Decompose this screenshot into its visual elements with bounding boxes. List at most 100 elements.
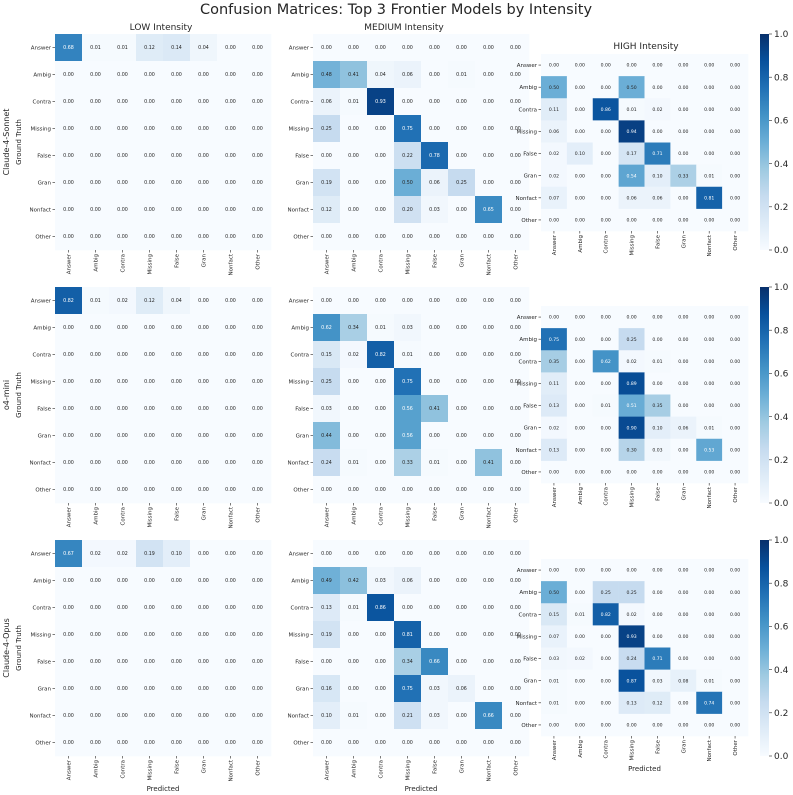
heatmap-cell	[696, 669, 723, 693]
heatmap-cell	[82, 648, 110, 676]
cell-value-label: 0.00	[601, 634, 611, 640]
cell-value-label: 0.00	[171, 180, 182, 186]
heatmap-cell	[82, 422, 110, 450]
cell-value-label: 0.02	[90, 551, 101, 557]
x-tick-label: False	[433, 759, 439, 773]
cell-value-label: 0.15	[549, 612, 559, 618]
cell-value-label: 0.00	[510, 686, 521, 692]
heatmap-cell	[644, 142, 671, 165]
heatmap-cell	[136, 702, 164, 730]
heatmap-cell	[618, 438, 645, 462]
heatmap-cell	[618, 416, 645, 440]
cell-value-label: 0.00	[510, 126, 521, 132]
cell-value-label: 0.00	[348, 298, 359, 304]
cell-value-label: 0.00	[483, 551, 494, 557]
cell-value-label: 0.00	[483, 605, 494, 611]
heatmap-cell	[136, 449, 164, 477]
cell-value-label: 0.00	[510, 578, 521, 584]
heatmap-cell	[592, 76, 619, 99]
cell-value-label: 0.00	[63, 352, 74, 358]
cell-value-label: 0.00	[348, 487, 359, 493]
cell-value-label: 0.00	[171, 234, 182, 240]
heatmap-cell	[475, 341, 503, 369]
heatmap-cell	[502, 61, 530, 89]
cell-value-label: 0.00	[171, 379, 182, 385]
cell-value-label: 0.00	[575, 129, 585, 135]
heatmap-cell	[313, 540, 341, 568]
cell-value-label: 0.00	[483, 406, 494, 412]
heatmap-cell	[670, 164, 697, 188]
cell-value-label: 0.02	[575, 656, 585, 662]
heatmap-cell	[670, 328, 697, 351]
cell-value-label: 0.00	[321, 740, 332, 746]
cell-value-label: 0.00	[678, 590, 688, 596]
cell-value-label: 0.00	[678, 129, 688, 135]
cell-value-label: 0.00	[117, 406, 128, 412]
heatmap-cell	[448, 34, 476, 62]
cell-value-label: 0.00	[90, 433, 101, 439]
cell-value-label: 0.00	[730, 381, 740, 387]
cell-value-label: 0.53	[704, 447, 714, 453]
y-tick-label: Ambig	[33, 73, 51, 79]
x-tick-label: Gran	[202, 506, 208, 520]
heatmap-cell	[670, 460, 697, 484]
cell-value-label: 0.00	[321, 659, 332, 665]
cell-value-label: 0.00	[730, 403, 740, 409]
cell-value-label: 0.00	[704, 403, 714, 409]
cell-value-label: 0.00	[375, 487, 386, 493]
heatmap-cell	[448, 368, 476, 396]
cell-value-label: 0.00	[510, 72, 521, 78]
cell-value-label: 0.00	[678, 700, 688, 706]
heatmap-cell	[644, 76, 671, 99]
cell-value-label: 0.00	[252, 352, 263, 358]
cell-value-label: 0.12	[321, 207, 332, 213]
heatmap-cell	[190, 314, 218, 342]
cell-value-label: 0.00	[225, 659, 236, 665]
heatmap-cell	[448, 115, 476, 143]
x-axis-label: Predicted	[628, 765, 661, 773]
heatmap-cell	[55, 88, 83, 116]
cell-value-label: 0.00	[117, 234, 128, 240]
cell-value-label: 0.00	[730, 612, 740, 618]
heatmap-cell	[367, 567, 395, 595]
cell-value-label: 0.00	[198, 180, 209, 186]
heatmap-cell	[313, 61, 341, 89]
cell-value-label: 0.00	[144, 207, 155, 213]
heatmap-cell	[566, 625, 594, 648]
heatmap-cell	[82, 476, 110, 504]
heatmap-cell	[340, 34, 368, 62]
cell-value-label: 0.00	[601, 381, 611, 387]
heatmap-cell	[618, 328, 645, 351]
heatmap-cell	[244, 476, 272, 504]
heatmap-cell	[109, 594, 137, 622]
cell-value-label: 0.11	[549, 107, 559, 113]
cell-value-label: 0.00	[90, 180, 101, 186]
heatmap-cell	[136, 61, 164, 89]
cell-value-label: 0.65	[483, 207, 494, 213]
x-tick-label: Nonfact	[707, 486, 713, 508]
cell-value-label: 0.19	[321, 180, 332, 186]
cell-value-label: 0.06	[549, 129, 559, 135]
heatmap-cell	[722, 208, 749, 232]
heatmap-cell	[217, 115, 245, 143]
heatmap-cell	[670, 120, 697, 143]
cell-value-label: 0.00	[730, 678, 740, 684]
heatmap-cell	[475, 314, 503, 342]
heatmap-cell	[163, 594, 191, 622]
cell-value-label: 0.00	[375, 207, 386, 213]
cell-value-label: 0.00	[575, 85, 585, 91]
cell-value-label: 0.00	[90, 99, 101, 105]
heatmap-cell	[566, 98, 594, 121]
heatmap-cell	[566, 713, 594, 737]
heatmap-cell	[421, 675, 449, 703]
heatmap-cell	[340, 729, 368, 757]
cell-value-label: 0.10	[321, 713, 332, 719]
cell-value-label: 0.00	[601, 700, 611, 706]
heatmap-cell	[394, 449, 422, 477]
cell-value-label: 0.00	[171, 99, 182, 105]
heatmap-cell	[163, 648, 191, 676]
cell-value-label: 0.00	[510, 713, 521, 719]
heatmap-cell	[55, 115, 83, 143]
heatmap-cell	[217, 594, 245, 622]
heatmap-cell	[566, 350, 594, 373]
